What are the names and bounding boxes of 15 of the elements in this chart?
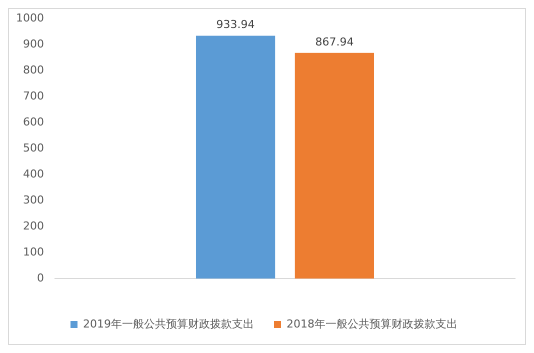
y-tick-label: 1000 xyxy=(16,11,44,24)
y-tick-label: 100 xyxy=(22,245,44,258)
y-tick-label: 300 xyxy=(22,193,44,206)
y-tick-label: 900 xyxy=(22,37,44,50)
data-label: 933.94 xyxy=(216,18,255,32)
data-label: 867.94 xyxy=(315,35,354,48)
legend-label: 2018年一般公共预算财政拨款支出 xyxy=(286,317,458,330)
y-tick-label: 800 xyxy=(22,63,44,76)
y-tick-label: 600 xyxy=(22,115,44,128)
y-tick-label: 0 xyxy=(36,271,44,284)
y-tick-label: 200 xyxy=(22,219,44,232)
y-tick-label: 500 xyxy=(22,141,44,154)
y-tick-label: 400 xyxy=(22,167,44,180)
y-tick-label: 700 xyxy=(22,89,44,102)
legend-label: 2019年一般公共预算财政拨款支出 xyxy=(83,317,254,330)
